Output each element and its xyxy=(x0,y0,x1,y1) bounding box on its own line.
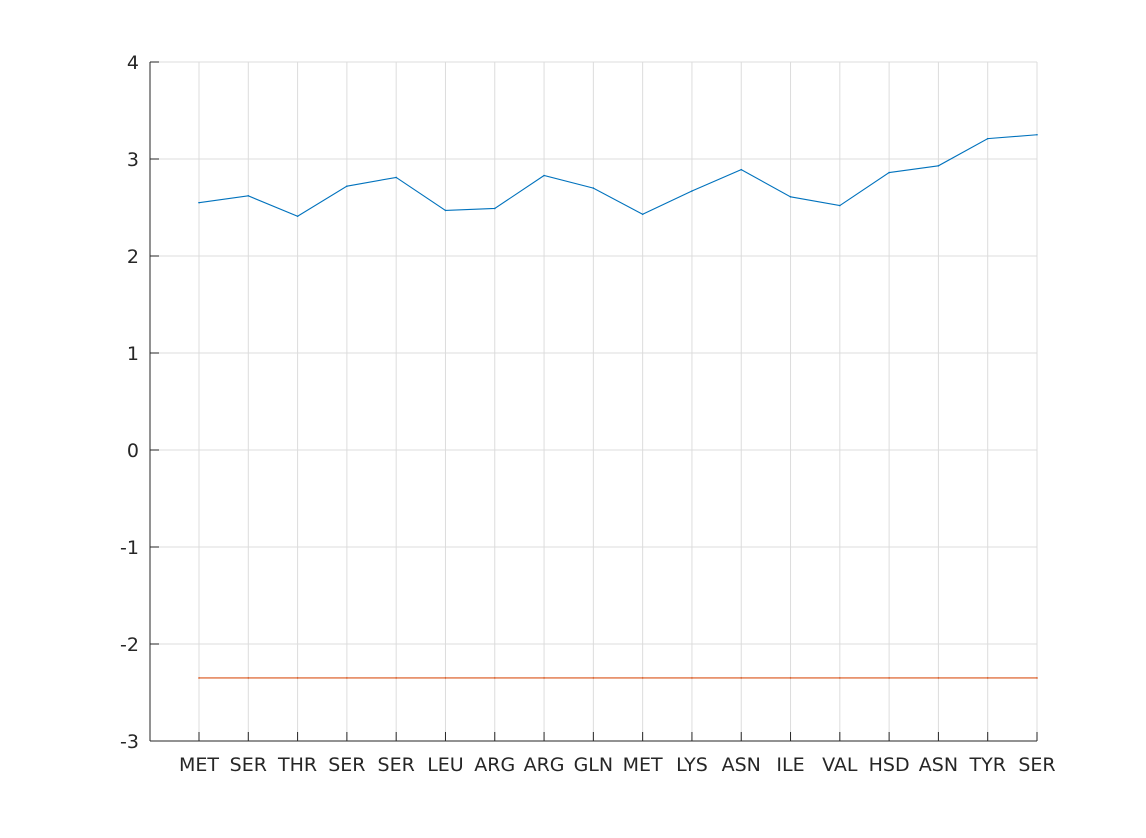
x-tick-label: ASN xyxy=(919,754,958,776)
x-tick-label: ILE xyxy=(776,754,804,776)
y-tick-label: 2 xyxy=(127,246,139,268)
series-2-point xyxy=(888,677,890,679)
x-tick-label: SER xyxy=(378,754,415,776)
series-2-point xyxy=(395,677,397,679)
x-tick-label: LEU xyxy=(427,754,464,776)
series-2-point xyxy=(198,677,200,679)
series-1-point xyxy=(789,196,792,198)
series-1-point xyxy=(592,187,595,189)
series-1-point xyxy=(395,176,397,179)
x-tick-label: SER xyxy=(1018,754,1055,776)
series-2-point xyxy=(247,677,250,679)
series-1-point xyxy=(888,171,890,174)
series-1-point xyxy=(740,168,743,171)
y-tick-label: -2 xyxy=(120,634,139,656)
series-2-point xyxy=(296,677,299,679)
series-2-point xyxy=(444,677,447,679)
grid xyxy=(150,61,1038,742)
x-tick-label: SER xyxy=(230,754,267,776)
series-1-point xyxy=(493,207,496,210)
y-tick-label: 4 xyxy=(127,52,139,74)
x-tick-label: GLN xyxy=(574,754,614,776)
series-2-point xyxy=(543,677,545,679)
x-tick-label: THR xyxy=(277,754,317,776)
y-tick-label: 3 xyxy=(127,149,139,171)
x-tick-label: LYS xyxy=(676,754,708,776)
x-tick-label: ARG xyxy=(524,754,565,776)
series-2-point xyxy=(1036,677,1038,679)
series-2-point xyxy=(839,677,841,679)
y-tick-labels: -3 -2 -1 0 1 2 3 4 xyxy=(120,52,139,753)
series-line-1 xyxy=(198,134,1038,217)
series-2-point xyxy=(986,677,989,679)
x-tick-label: VAL xyxy=(822,754,858,776)
x-tick-label: MET xyxy=(623,754,663,776)
x-tick-label: SER xyxy=(328,754,365,776)
series-2-point xyxy=(937,677,940,679)
series-1-point xyxy=(691,190,693,192)
series-1-point xyxy=(444,209,447,212)
x-tick-labels: MET SER THR SER SER LEU ARG ARG GLN MET LYS ASN ILE V… xyxy=(179,754,1056,776)
series-1-point xyxy=(543,174,545,177)
series-1-point xyxy=(937,164,940,167)
y-tick-label: 0 xyxy=(127,440,139,462)
series-1-point xyxy=(247,195,250,197)
series-2-point xyxy=(691,677,693,679)
x-tick-label: ASN xyxy=(722,754,761,776)
series-1-point xyxy=(986,137,989,140)
series-1-point xyxy=(296,215,299,218)
x-tick-label: ARG xyxy=(474,754,515,776)
y-tick-label: -3 xyxy=(120,731,139,753)
series-2-point xyxy=(740,677,743,679)
series-1-point xyxy=(641,213,644,216)
series-1-point xyxy=(1036,133,1038,136)
series-1-point xyxy=(839,204,841,207)
series-2-point xyxy=(592,677,595,679)
series-2-point xyxy=(789,677,792,679)
x-tick-label: HSD xyxy=(869,754,910,776)
y-tick-label: 1 xyxy=(127,343,139,365)
series-2-point xyxy=(493,677,496,679)
series-group xyxy=(198,133,1038,679)
series-1-point xyxy=(346,185,348,187)
series-1-point xyxy=(198,201,200,204)
series-2-point xyxy=(346,677,348,679)
y-tick-label: -1 xyxy=(120,537,139,559)
x-tick-label: MET xyxy=(179,754,219,776)
axes xyxy=(149,61,1038,742)
x-tick-label: TYR xyxy=(968,754,1005,776)
series-2-point xyxy=(641,677,644,679)
